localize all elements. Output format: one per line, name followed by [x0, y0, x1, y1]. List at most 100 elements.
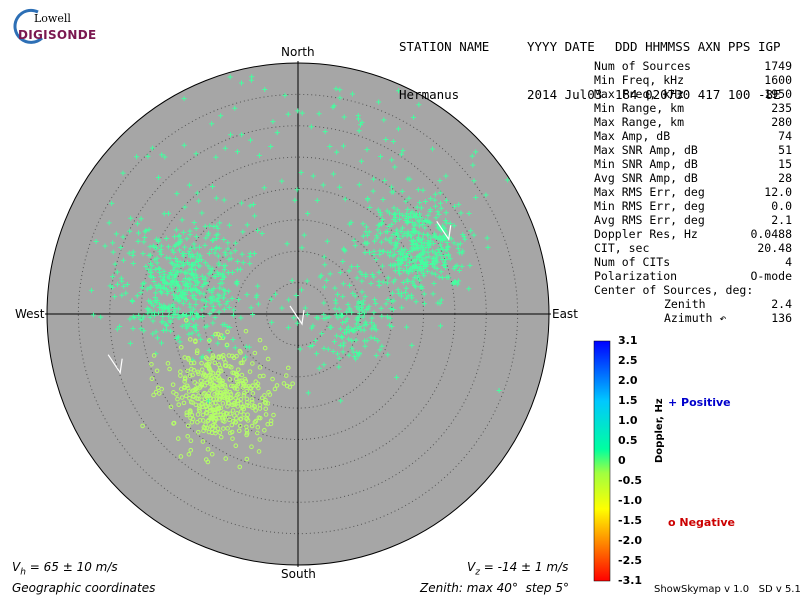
positive-source-point [390, 290, 396, 296]
negative-source-point [257, 337, 263, 343]
positive-source-point [353, 337, 359, 343]
positive-source-point [356, 351, 362, 357]
positive-source-point [232, 248, 238, 254]
negative-source-point [224, 396, 230, 401]
negative-source-point [224, 342, 230, 348]
positive-source-point [191, 295, 197, 301]
positive-source-point [350, 349, 356, 355]
positive-source-point [141, 239, 147, 245]
positive-source-point [197, 253, 203, 259]
positive-source-point [443, 217, 449, 223]
positive-source-point [217, 281, 223, 287]
positive-source-point [157, 249, 163, 255]
positive-source-point [286, 297, 292, 303]
stat-value: 1749 [764, 59, 792, 73]
positive-source-point [166, 309, 172, 315]
negative-source-point [240, 405, 245, 410]
velocity-vector [107, 354, 123, 375]
positive-source-point [159, 306, 165, 312]
positive-source-point [181, 229, 187, 235]
positive-source-point [406, 231, 412, 237]
positive-source-point [483, 192, 489, 198]
positive-source-point [174, 191, 180, 197]
negative-source-point [210, 353, 216, 358]
negative-source-point [213, 423, 218, 429]
positive-source-point [383, 137, 389, 143]
positive-source-point [112, 294, 118, 300]
positive-source-point [358, 300, 364, 306]
positive-source-point [150, 243, 156, 249]
positive-source-point [345, 301, 351, 307]
positive-source-point [413, 299, 419, 305]
colorbar-tick-label: 0.5 [618, 434, 638, 447]
positive-source-point [279, 305, 285, 311]
positive-source-point [379, 313, 385, 319]
negative-source-point [268, 418, 274, 424]
positive-source-point [90, 312, 96, 318]
positive-source-point [207, 223, 213, 229]
positive-source-point [226, 288, 232, 294]
positive-source-point [437, 233, 443, 239]
stat-value: 0.0488 [750, 227, 792, 241]
positive-source-point [222, 249, 228, 255]
negative-source-point [219, 380, 225, 386]
positive-source-point [333, 300, 339, 306]
positive-source-point [447, 221, 453, 227]
positive-source-point [144, 286, 150, 292]
positive-source-point [151, 312, 157, 318]
stat-row: Max SNR Amp, dB 51 [594, 143, 792, 157]
positive-source-point [239, 200, 245, 206]
positive-source-point [244, 292, 250, 298]
positive-source-point [307, 344, 313, 350]
positive-source-point [215, 253, 221, 259]
positive-source-point [389, 157, 395, 163]
positive-source-point [438, 323, 444, 329]
negative-source-point [281, 381, 287, 386]
positive-source-point [398, 260, 404, 266]
positive-source-point [210, 320, 216, 326]
positive-source-point [216, 262, 222, 268]
positive-source-point [230, 312, 236, 318]
positive-source-point [416, 102, 422, 108]
positive-source-point [153, 290, 159, 296]
stat-value: 51 [778, 143, 792, 157]
negative-source-point [188, 415, 193, 421]
positive-source-point [380, 279, 386, 285]
negative-source-point [216, 406, 222, 412]
negative-source-point [238, 401, 244, 406]
header-date-label: YYYY DATE [527, 39, 595, 54]
positive-source-point [172, 272, 178, 278]
negative-source-point [194, 350, 200, 356]
center-azimuth-value: 136 [771, 311, 792, 325]
positive-source-point [372, 335, 378, 341]
positive-source-point [289, 278, 295, 284]
negative-source-point [212, 428, 218, 433]
positive-source-point [151, 279, 157, 285]
positive-source-point [259, 231, 265, 236]
negative-source-point [238, 416, 244, 421]
positive-source-point [240, 260, 246, 266]
positive-source-point [187, 304, 193, 310]
negative-source-point [250, 390, 256, 396]
positive-source-point [228, 250, 234, 256]
stat-value: 15 [778, 157, 792, 171]
stats-panel: Num of Sources 1749 Min Freq, kHz 1600 Max F… [594, 59, 792, 325]
positive-source-point [340, 320, 346, 326]
positive-source-point [221, 334, 227, 340]
positive-source-point [400, 250, 406, 256]
positive-source-point [268, 143, 274, 149]
positive-source-point [387, 210, 393, 216]
positive-source-point [173, 242, 179, 248]
positive-source-point [443, 197, 449, 203]
stat-label: Max RMS Err, deg [594, 185, 705, 199]
positive-source-point [441, 263, 447, 269]
positive-source-point [337, 87, 343, 93]
stat-row: Polarization O-mode [594, 269, 792, 283]
positive-source-point [176, 233, 182, 239]
positive-source-point [346, 306, 352, 312]
positive-source-point [446, 253, 452, 259]
positive-source-point [200, 313, 206, 319]
positive-source-point [390, 139, 396, 145]
stat-value: 2.1 [771, 213, 792, 227]
colorbar-tick-label: 1.5 [618, 394, 638, 407]
